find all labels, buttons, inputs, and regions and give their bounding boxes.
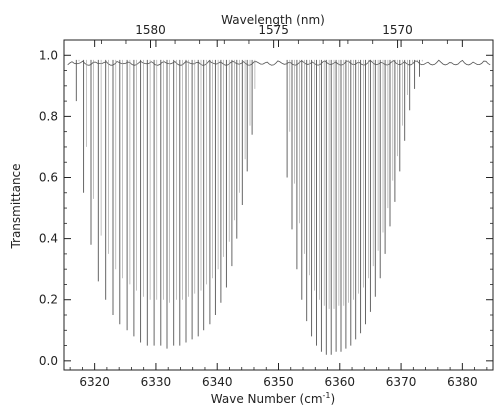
- x-tick-label: 6330: [141, 375, 172, 389]
- top-axis-title: Wavelength (nm): [221, 13, 325, 27]
- plot-frame: [63, 39, 494, 371]
- x-tick-label: 6340: [202, 375, 233, 389]
- y-axis-title: Transmittance: [9, 163, 23, 249]
- x-tick-label: 6350: [263, 375, 294, 389]
- y-tick-label: 0.6: [39, 171, 58, 185]
- top-tick-label: 1580: [135, 23, 166, 37]
- x-axis-title-close: ): [331, 392, 336, 406]
- x-axis-title-main: Wave Number (cm: [211, 392, 323, 406]
- x-tick-label: 6370: [386, 375, 417, 389]
- x-tick-label: 6360: [325, 375, 356, 389]
- continuum-line: [67, 59, 491, 66]
- y-tick-label: 0.2: [39, 293, 58, 307]
- top-tick-label: 1575: [258, 23, 289, 37]
- y-tick-label: 0.4: [39, 232, 58, 246]
- x-tick-label: 6320: [79, 375, 110, 389]
- y-tick-label: 1.0: [39, 48, 58, 62]
- y-tick-label: 0.0: [39, 354, 58, 368]
- spectrum-lines: [67, 59, 491, 355]
- top-tick-label: 1570: [382, 23, 413, 37]
- x-tick-label: 6380: [447, 375, 478, 389]
- y-tick-label: 0.8: [39, 109, 58, 123]
- x-axis-title: Wave Number (cm-1): [211, 391, 335, 406]
- x-axis-title-sup: -1: [323, 391, 331, 400]
- axes: 6320 6330 6340 6350 6360 6370 6380 0.0 0.2 0.4 0.6…: [39, 23, 494, 389]
